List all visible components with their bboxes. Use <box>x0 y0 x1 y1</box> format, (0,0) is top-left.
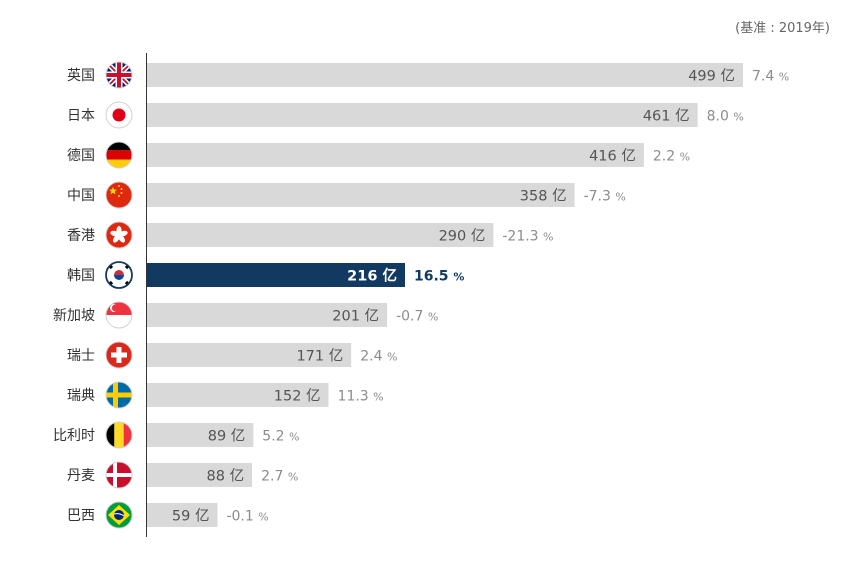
value-label: 89 亿 <box>208 428 246 445</box>
country-label: 韩国 <box>67 268 95 284</box>
growth-label: 16.5 % <box>414 269 464 285</box>
korea-flag-icon <box>105 261 133 289</box>
country-label: 比利时 <box>53 428 95 444</box>
brazil-flag-icon <box>105 501 133 529</box>
bar-新加坡 <box>147 303 388 327</box>
value-label: 152 亿 <box>274 388 321 405</box>
switzerland-flag-icon <box>105 341 133 369</box>
country-label: 巴西 <box>67 508 95 524</box>
growth-label: -0.1 % <box>226 509 268 525</box>
value-label: 216 亿 <box>347 267 397 285</box>
value-label: 358 亿 <box>520 188 567 205</box>
growth-label: 5.2 % <box>262 429 299 445</box>
growth-label: -0.7 % <box>396 309 438 325</box>
hongkong-flag-icon <box>105 221 133 249</box>
belgium-flag-icon <box>105 421 133 449</box>
base-year-note: (基准 : 2019年) <box>735 21 830 36</box>
bar-香港 <box>147 223 494 247</box>
bar-巴西 <box>147 503 218 527</box>
value-label: 290 亿 <box>439 228 486 245</box>
bar-中国 <box>147 183 575 207</box>
bar-瑞士 <box>147 343 352 367</box>
country-label: 瑞士 <box>67 348 95 364</box>
denmark-flag-icon <box>105 461 133 489</box>
bar-丹麦 <box>147 463 253 487</box>
country-label: 瑞典 <box>67 388 95 404</box>
china-flag-icon <box>105 181 133 209</box>
country-label: 香港 <box>67 228 95 244</box>
growth-label: 2.7 % <box>261 469 298 485</box>
japan-flag-icon <box>105 101 133 129</box>
value-label: 88 亿 <box>207 468 245 485</box>
growth-label: -21.3 % <box>502 229 553 245</box>
value-label: 416 亿 <box>589 148 636 165</box>
bar-英国 <box>147 63 743 87</box>
uk-flag-icon <box>105 61 133 89</box>
singapore-flag-icon <box>105 301 133 329</box>
country-label: 新加坡 <box>53 308 95 324</box>
value-label: 171 亿 <box>296 348 343 365</box>
germany-flag-icon <box>105 141 133 169</box>
country-label: 丹麦 <box>67 468 95 484</box>
bar-比利时 <box>147 423 254 447</box>
country-label: 日本 <box>67 108 95 124</box>
growth-label: 7.4 % <box>752 69 789 85</box>
growth-label: -7.3 % <box>584 189 626 205</box>
sweden-flag-icon <box>105 381 133 409</box>
value-label: 499 亿 <box>688 68 735 85</box>
value-label: 461 亿 <box>643 108 690 125</box>
growth-label: 11.3 % <box>338 389 384 405</box>
value-label: 201 亿 <box>332 308 379 325</box>
bar-瑞典 <box>147 383 329 407</box>
growth-label: 8.0 % <box>707 109 744 125</box>
country-label: 英国 <box>67 67 95 84</box>
country-label: 德国 <box>67 148 95 164</box>
growth-label: 2.2 % <box>653 149 690 165</box>
growth-label: 2.4 % <box>360 349 397 365</box>
bar-日本 <box>147 103 698 127</box>
bar-德国 <box>147 143 644 167</box>
country-label: 中国 <box>67 188 95 204</box>
bar-韩国 <box>147 263 405 287</box>
value-label: 59 亿 <box>172 508 210 525</box>
